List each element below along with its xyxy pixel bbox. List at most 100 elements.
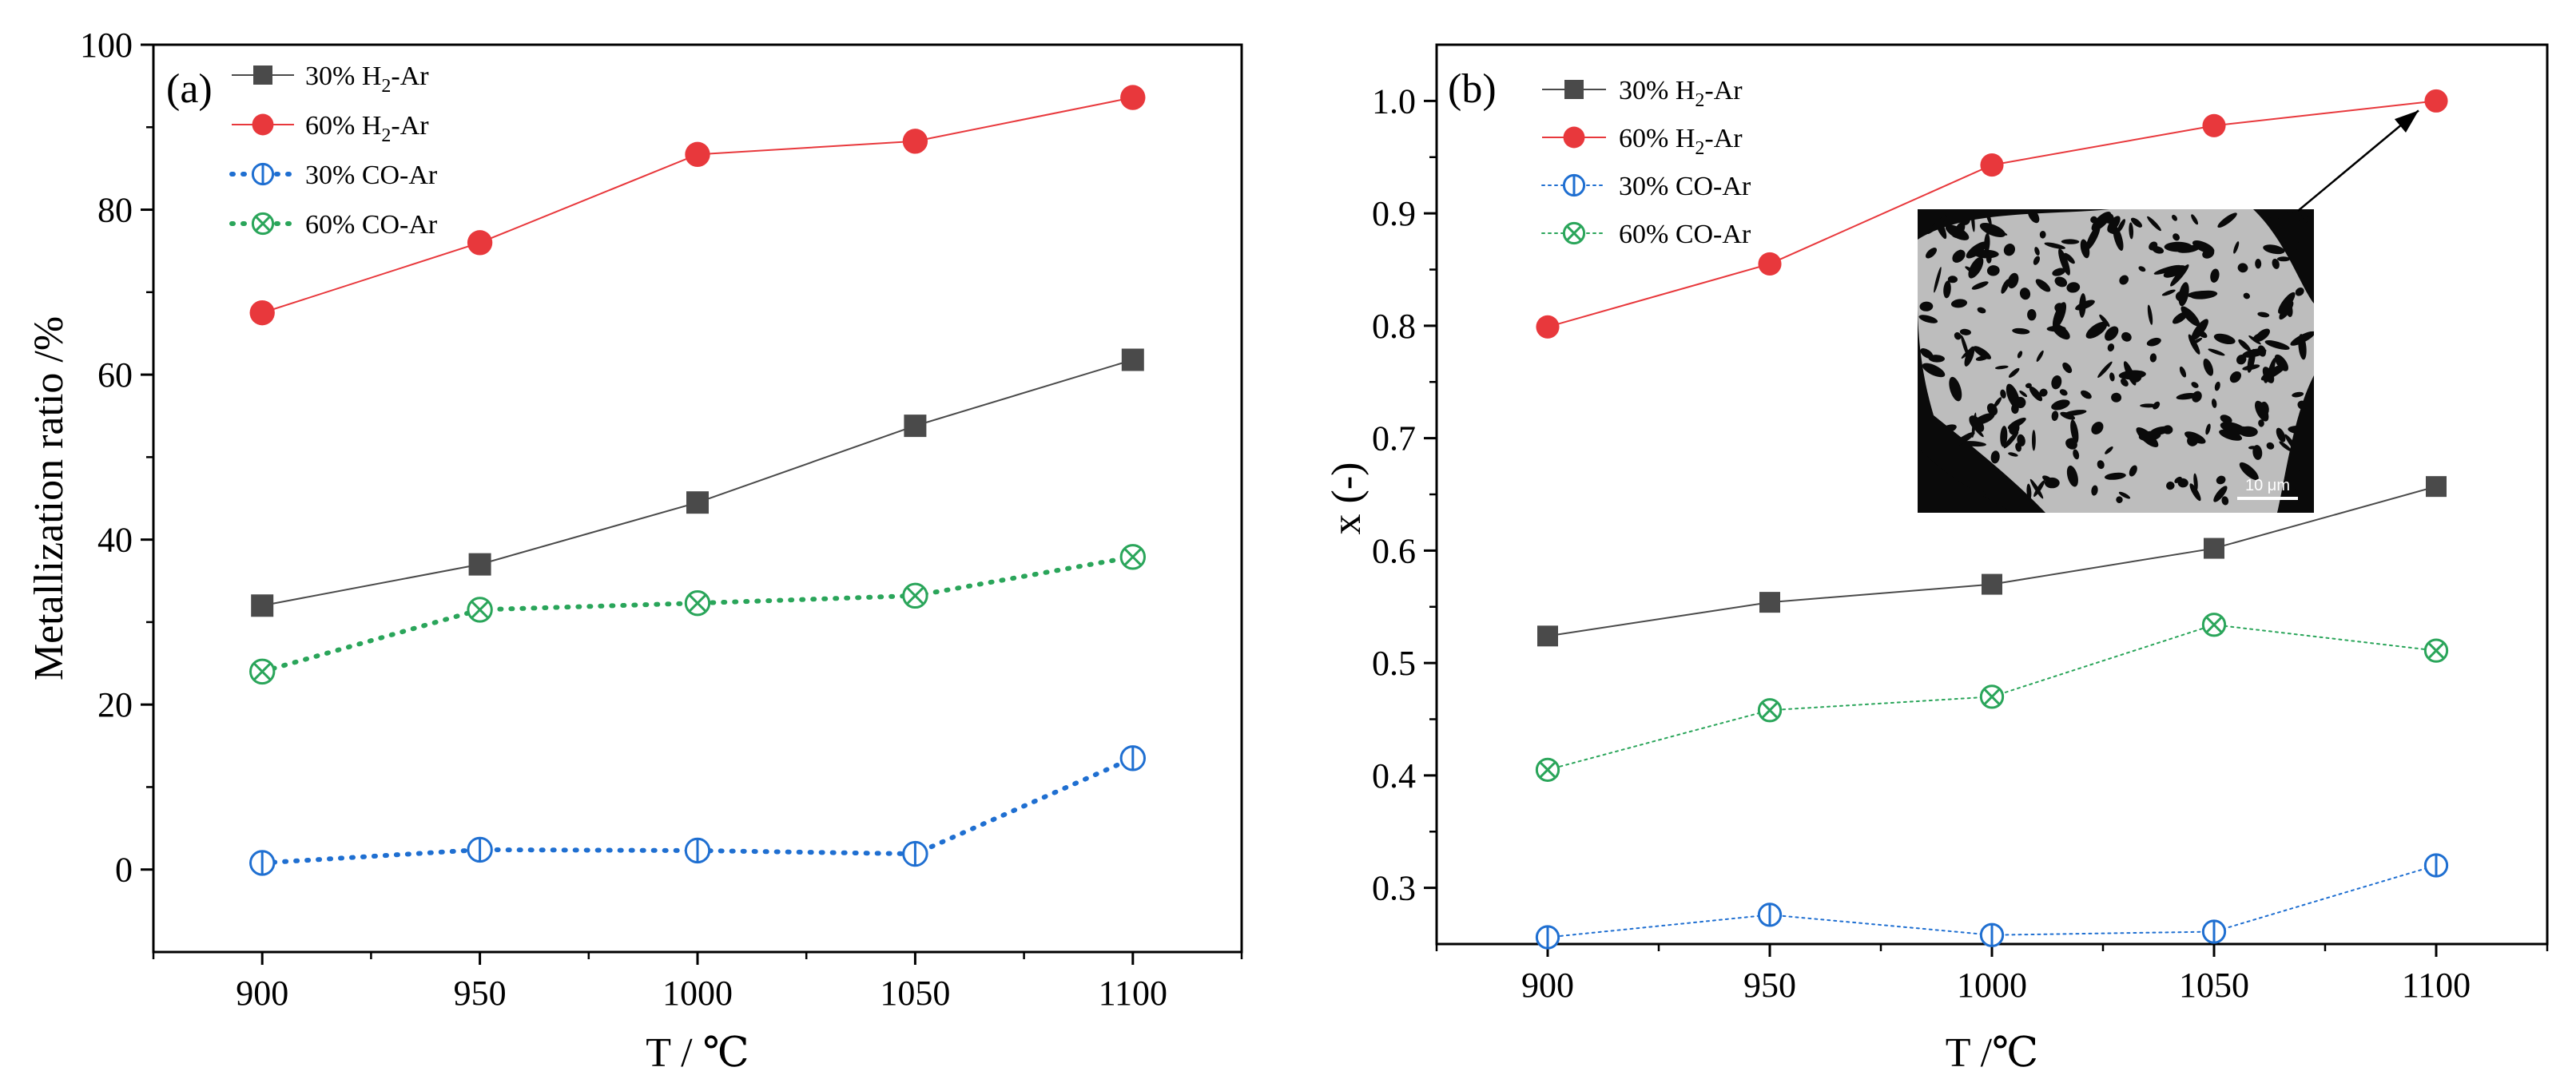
- legend-label: 60% H2-Ar: [305, 111, 429, 146]
- legend-marker: [251, 162, 275, 186]
- y-tick-label: 0.9: [1372, 194, 1416, 233]
- data-point: [684, 589, 711, 617]
- data-point: [468, 553, 491, 576]
- data-point: [1759, 592, 1780, 613]
- y-tick-label: 0.6: [1372, 531, 1416, 570]
- data-point: [1982, 573, 2002, 595]
- legend-marker: [1563, 126, 1585, 149]
- legend-label: 30% CO-Ar: [1619, 172, 1751, 201]
- y-tick-label: 0.5: [1372, 644, 1416, 683]
- series-group-a: [249, 85, 1147, 876]
- series-line-3: [1547, 624, 2437, 771]
- inset-pointer-arrow: [2297, 109, 2419, 212]
- data-point: [251, 594, 274, 617]
- legend-marker: [252, 113, 274, 136]
- data-point: [1536, 315, 1560, 339]
- legend-label: 30% CO-Ar: [305, 161, 438, 190]
- legend-item: 60% H2-Ar: [1542, 124, 1743, 159]
- legend-b: 30% H2-Ar 60% H2-Ar 30% CO-Ar 60% CO-Ar: [1541, 76, 1751, 249]
- y-tick-label: 0: [115, 851, 133, 890]
- data-point: [1121, 348, 1144, 371]
- series-line-0: [262, 359, 1134, 607]
- data-point: [902, 840, 928, 867]
- legend-marker: [1562, 221, 1586, 245]
- sem-micrograph-inset: 10 μm: [1918, 209, 2314, 513]
- data-point: [1758, 252, 1782, 276]
- data-point: [1980, 153, 2004, 177]
- legend-marker: [1562, 173, 1586, 197]
- y-tick-label: 80: [97, 191, 133, 230]
- x-axis-title-a: T / ℃: [646, 1030, 749, 1076]
- y-tick-label: 0.4: [1372, 756, 1416, 795]
- data-point: [2204, 538, 2224, 559]
- data-point: [1979, 922, 2005, 947]
- x-tick-label: 1100: [2402, 966, 2471, 1005]
- x-tick-label: 1000: [662, 974, 733, 1013]
- panel-label-b: (b): [1448, 66, 1497, 112]
- data-point: [1537, 625, 1558, 647]
- data-point: [904, 415, 927, 438]
- legend-label: 30% H2-Ar: [305, 61, 429, 97]
- legend-label: 30% H2-Ar: [1619, 76, 1743, 111]
- inset-pointer-arrowhead: [2394, 110, 2419, 133]
- x-axis-title-b: T /℃: [1946, 1030, 2038, 1076]
- x-tick-label: 1050: [2179, 966, 2249, 1005]
- data-point: [249, 300, 275, 326]
- data-point: [902, 582, 928, 609]
- data-point: [686, 491, 709, 514]
- legend-marker: [253, 65, 272, 85]
- data-point: [249, 658, 276, 685]
- data-point: [1535, 925, 1560, 950]
- legend-item: 30% H2-Ar: [1542, 76, 1743, 111]
- y-tick-label: 0.7: [1372, 419, 1416, 458]
- data-point: [2423, 853, 2449, 878]
- y-tick-label: 100: [80, 26, 133, 65]
- data-point: [2202, 113, 2226, 137]
- x-tick-label: 1050: [880, 974, 950, 1013]
- x-tick-label: 900: [1521, 966, 1574, 1005]
- scale-bar: [2237, 497, 2298, 500]
- series-line-2: [1547, 864, 2437, 938]
- data-point: [467, 230, 493, 256]
- legend-item: 60% CO-Ar: [1541, 220, 1751, 249]
- series-group-b: [1535, 89, 2449, 950]
- legend-label: 60% H2-Ar: [1619, 124, 1743, 159]
- data-point: [467, 597, 493, 623]
- data-point: [684, 837, 711, 864]
- data-point: [1757, 903, 1783, 927]
- y-tick-label: 0.3: [1372, 869, 1416, 908]
- legend-label: 60% CO-Ar: [1619, 220, 1751, 249]
- x-tick-label: 900: [236, 974, 288, 1013]
- scale-bar-label: 10 μm: [2245, 477, 2290, 494]
- data-point: [2201, 613, 2227, 637]
- legend-item: 60% CO-Ar: [229, 210, 438, 240]
- y-tick-label: 20: [97, 685, 133, 724]
- y-tick-label: 60: [97, 355, 133, 395]
- legend-a: 30% H2-Ar 60% H2-Ar 30% CO-Ar 60% CO-Ar: [229, 61, 438, 240]
- data-point: [2201, 919, 2227, 944]
- x-tick-label: 1000: [1957, 966, 2027, 1005]
- x-tick-label: 950: [1743, 966, 1796, 1005]
- y-tick-label: 40: [97, 521, 133, 560]
- y-tick-label: 0.8: [1372, 307, 1416, 346]
- data-point: [902, 129, 928, 154]
- y-axis-title-b: x (-): [1324, 462, 1369, 535]
- data-point: [249, 850, 276, 876]
- panel-label-a: (a): [166, 66, 213, 112]
- legend-item: 30% H2-Ar: [232, 61, 429, 97]
- data-point: [1120, 85, 1146, 110]
- data-point: [1757, 698, 1783, 723]
- data-point: [2423, 638, 2449, 663]
- legend-item: 30% CO-Ar: [1541, 172, 1751, 201]
- x-tick-label: 1100: [1099, 974, 1167, 1013]
- data-point: [1535, 757, 1560, 782]
- data-point: [1979, 684, 2005, 709]
- legend-marker: [1564, 80, 1584, 99]
- data-point: [467, 836, 493, 863]
- panel-a: 900 950 1000 1050 1100 0 20 40 60 80 100 30% H2-Ar…: [26, 26, 1243, 1076]
- legend-label: 60% CO-Ar: [305, 210, 438, 240]
- data-point: [1119, 544, 1147, 570]
- data-point: [2426, 476, 2447, 498]
- y-axis-title-a: Metallization ratio /%: [26, 316, 72, 680]
